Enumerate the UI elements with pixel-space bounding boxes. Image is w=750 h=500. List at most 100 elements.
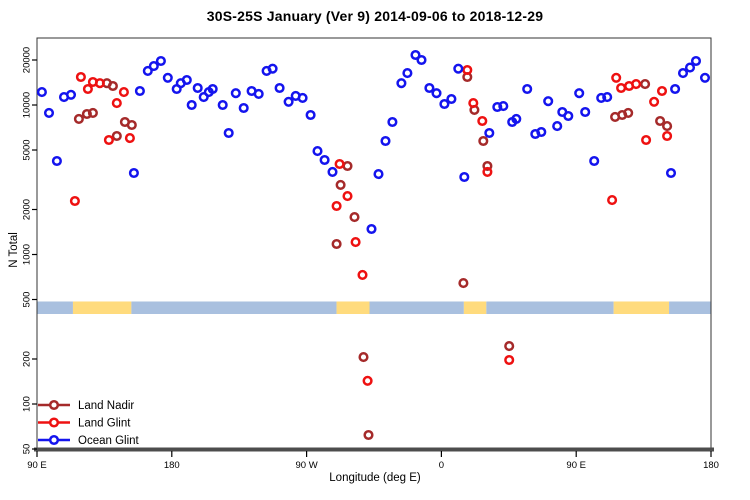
data-point-land_glint — [462, 64, 473, 76]
data-point-ocean_glint — [380, 135, 391, 147]
data-point-ocean_glint — [552, 121, 563, 132]
data-point-land_nadir — [73, 113, 84, 124]
x-tick-label: 0 — [439, 460, 444, 471]
data-point-ocean_glint — [217, 99, 228, 111]
data-point-land_glint — [124, 133, 135, 144]
data-point-ocean_glint — [207, 83, 218, 95]
data-point-land_glint — [477, 115, 488, 127]
data-point-ocean_glint — [602, 92, 613, 103]
x-axis-title: Longitude (deg E) — [329, 472, 421, 484]
y-tick-label: 5000 — [21, 139, 32, 160]
data-point-ocean_glint — [416, 54, 427, 66]
data-point-ocean_glint — [238, 102, 249, 114]
data-point-ocean_glint — [198, 92, 209, 103]
data-point-ocean_glint — [128, 167, 139, 179]
data-point-ocean_glint — [223, 127, 234, 139]
data-point-ocean_glint — [589, 155, 600, 167]
legend-label: Ocean Glint — [78, 435, 140, 447]
data-point-land_glint — [94, 78, 105, 89]
data-point-ocean_glint — [439, 98, 450, 110]
data-point-ocean_glint — [596, 92, 607, 103]
data-point-ocean_glint — [373, 169, 384, 180]
surface-band-land-segment — [336, 301, 370, 314]
data-point-ocean_glint — [305, 109, 316, 121]
y-tick-label: 2000 — [21, 199, 32, 220]
data-point-land_glint — [616, 82, 627, 94]
surface-band-land-segment — [72, 301, 132, 314]
data-point-ocean_glint — [192, 82, 203, 94]
surface-band-ocean-segment — [37, 301, 73, 314]
data-point-ocean_glint — [563, 110, 574, 122]
data-point-land_glint — [82, 83, 93, 95]
data-point-ocean_glint — [492, 101, 503, 113]
y-tick-label: 1000 — [21, 244, 32, 265]
data-point-land_glint — [611, 72, 622, 83]
data-point-land_nadir — [107, 80, 118, 92]
chart-title: 30S-25S January (Ver 9) 2014-09-06 to 20… — [206, 8, 544, 24]
data-point-land_glint — [342, 191, 353, 202]
data-point-land_nadir — [662, 121, 673, 132]
data-point-ocean_glint — [65, 89, 77, 100]
data-point-ocean_glint — [536, 126, 547, 138]
data-point-ocean_glint — [274, 82, 285, 94]
legend-marker-land_glint — [48, 417, 60, 428]
data-point-ocean_glint — [51, 155, 62, 167]
data-point-land_nadir — [342, 160, 353, 172]
data-point-land_glint — [656, 85, 668, 97]
surface-band-land-segment — [463, 301, 487, 314]
data-point-land_nadir — [363, 429, 374, 441]
data-point-land_nadir — [349, 212, 360, 223]
data-point-land_glint — [334, 158, 345, 170]
data-point-land_nadir — [111, 130, 122, 142]
data-point-ocean_glint — [148, 61, 159, 72]
data-point-ocean_glint — [267, 63, 278, 74]
data-point-land_nadir — [331, 238, 342, 250]
x-tick-label: 90 W — [296, 460, 318, 471]
data-point-ocean_glint — [134, 85, 145, 97]
y-tick-label: 500 — [21, 292, 32, 308]
data-point-ocean_glint — [431, 88, 442, 99]
data-point-ocean_glint — [43, 107, 55, 118]
data-point-ocean_glint — [402, 68, 413, 79]
data-point-ocean_glint — [574, 88, 585, 99]
data-point-ocean_glint — [580, 106, 591, 118]
data-point-land_glint — [350, 237, 361, 248]
surface-band-ocean-segment — [669, 301, 711, 314]
data-point-ocean_glint — [181, 74, 192, 86]
surface-band-land-segment — [613, 301, 670, 314]
data-point-ocean_glint — [162, 72, 173, 83]
legend-marker-ocean_glint — [48, 434, 60, 446]
data-point-land_glint — [641, 134, 652, 146]
y-tick-label: 100 — [21, 396, 32, 412]
data-point-ocean_glint — [319, 154, 330, 166]
data-point-land_glint — [482, 166, 493, 177]
data-point-ocean_glint — [453, 63, 464, 74]
data-point-land_nadir — [478, 135, 489, 147]
data-point-ocean_glint — [459, 171, 470, 183]
data-point-ocean_glint — [230, 88, 241, 99]
data-point-ocean_glint — [396, 78, 407, 89]
data-point-ocean_glint — [684, 62, 696, 73]
data-point-land_nadir — [458, 278, 469, 289]
data-point-land_nadir — [655, 115, 666, 127]
data-point-land_glint — [631, 79, 642, 90]
data-point-ocean_glint — [543, 96, 554, 107]
data-point-land_glint — [504, 354, 515, 366]
data-point-ocean_glint — [283, 96, 294, 107]
data-point-land_nadir — [126, 119, 137, 131]
legend-label: Land Nadir — [78, 400, 134, 412]
x-tick-label: 180 — [703, 460, 719, 471]
data-point-ocean_glint — [327, 166, 338, 177]
data-point-land_glint — [607, 195, 618, 206]
data-point-ocean_glint — [424, 82, 435, 94]
legend-marker-land_nadir — [48, 399, 60, 411]
data-point-land_nadir — [482, 160, 493, 172]
data-point-ocean_glint — [36, 87, 47, 98]
data-point-ocean_glint — [297, 92, 308, 103]
data-point-ocean_glint — [677, 68, 689, 79]
data-point-ocean_glint — [366, 223, 377, 235]
data-point-land_glint — [357, 269, 368, 280]
data-point-ocean_glint — [522, 83, 533, 95]
data-point-ocean_glint — [699, 72, 711, 83]
